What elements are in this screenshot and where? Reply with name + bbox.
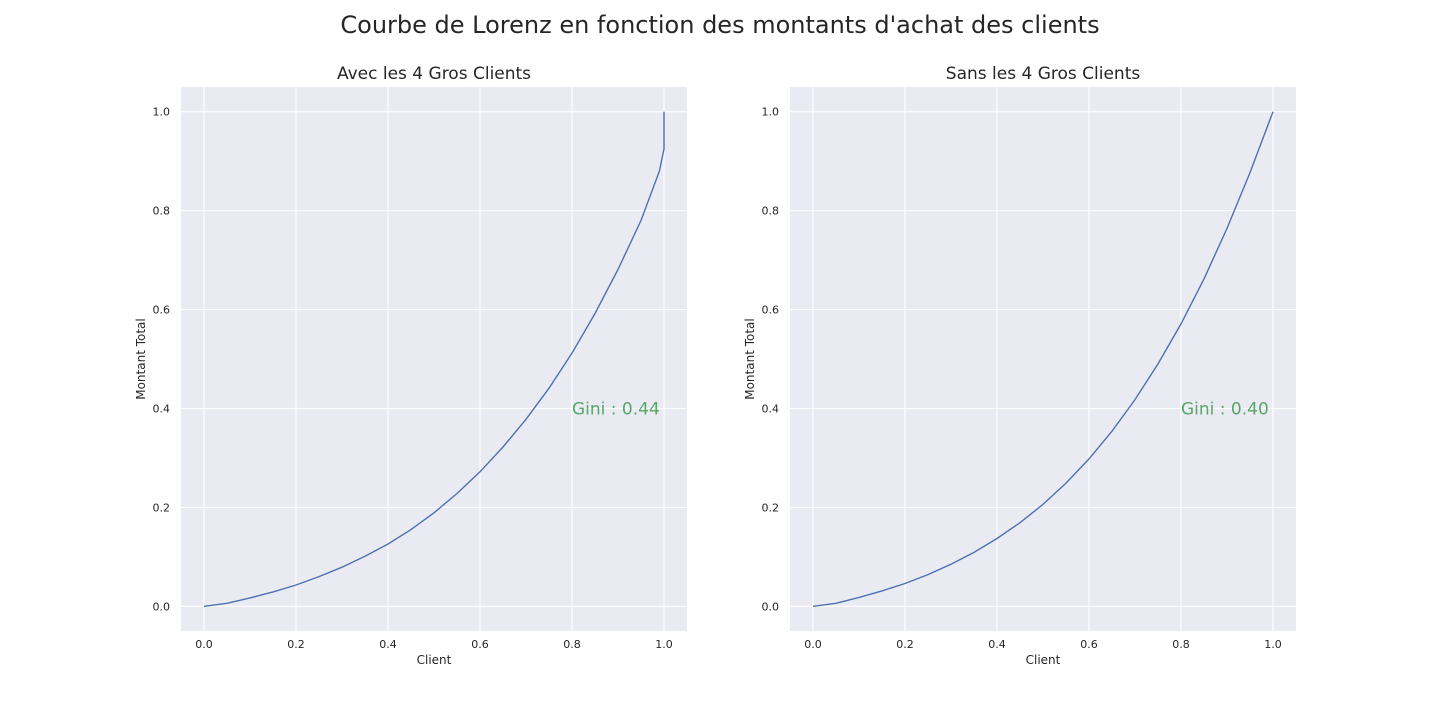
y-tick-label: 0.6	[153, 304, 171, 317]
x-tick-label: 0.6	[1080, 638, 1098, 651]
y-tick-label: 0.2	[153, 501, 171, 514]
chart-title: Sans les 4 Gros Clients	[946, 64, 1141, 84]
chart-panel-2: 0.0 0.2 0.4 0.6 0.8 1.0 0.0 0.2 0.4 0.6 0.8 1.0 Gini…	[743, 64, 1296, 667]
gini-annotation: Gini : 0.44	[572, 399, 660, 419]
y-axis-label: Montant Total	[743, 318, 757, 400]
y-tick-label: 0.8	[762, 205, 780, 218]
x-tick-label: 0.4	[988, 638, 1006, 651]
y-tick-label: 0.4	[153, 402, 171, 415]
plot-area	[181, 87, 687, 631]
x-tick-label: 1.0	[1264, 638, 1282, 651]
y-tick-label: 0.8	[153, 205, 171, 218]
figure-title: Courbe de Lorenz en fonction des montant…	[340, 11, 1100, 39]
y-tick-label: 1.0	[762, 106, 780, 119]
y-tick-label: 0.0	[762, 600, 780, 613]
chart-title: Avec les 4 Gros Clients	[337, 64, 531, 84]
chart-panel-1: 0.0 0.2 0.4 0.6 0.8 1.0 0.0 0.2 0.4 0.6 0.8 1.0 Gini…	[134, 64, 687, 667]
y-tick-label: 0.2	[762, 501, 780, 514]
x-tick-label: 0.0	[195, 638, 213, 651]
x-axis-label: Client	[1026, 653, 1061, 667]
x-tick-label: 0.2	[287, 638, 305, 651]
y-axis-label: Montant Total	[134, 318, 148, 400]
gini-annotation: Gini : 0.40	[1181, 399, 1269, 419]
lorenz-curve-line	[203, 111, 665, 607]
x-tick-label: 1.0	[655, 638, 673, 651]
y-tick-label: 1.0	[153, 106, 171, 119]
plot-area	[790, 87, 1296, 631]
x-tick-label: 0.8	[563, 638, 581, 651]
x-tick-label: 0.0	[804, 638, 822, 651]
lorenz-curve-line	[812, 111, 1274, 607]
y-tick-label: 0.0	[153, 600, 171, 613]
x-axis-label: Client	[417, 653, 452, 667]
x-tick-label: 0.6	[471, 638, 489, 651]
y-tick-label: 0.4	[762, 402, 780, 415]
x-tick-label: 0.2	[896, 638, 914, 651]
x-tick-label: 0.8	[1172, 638, 1190, 651]
x-tick-label: 0.4	[379, 638, 397, 651]
y-tick-label: 0.6	[762, 304, 780, 317]
